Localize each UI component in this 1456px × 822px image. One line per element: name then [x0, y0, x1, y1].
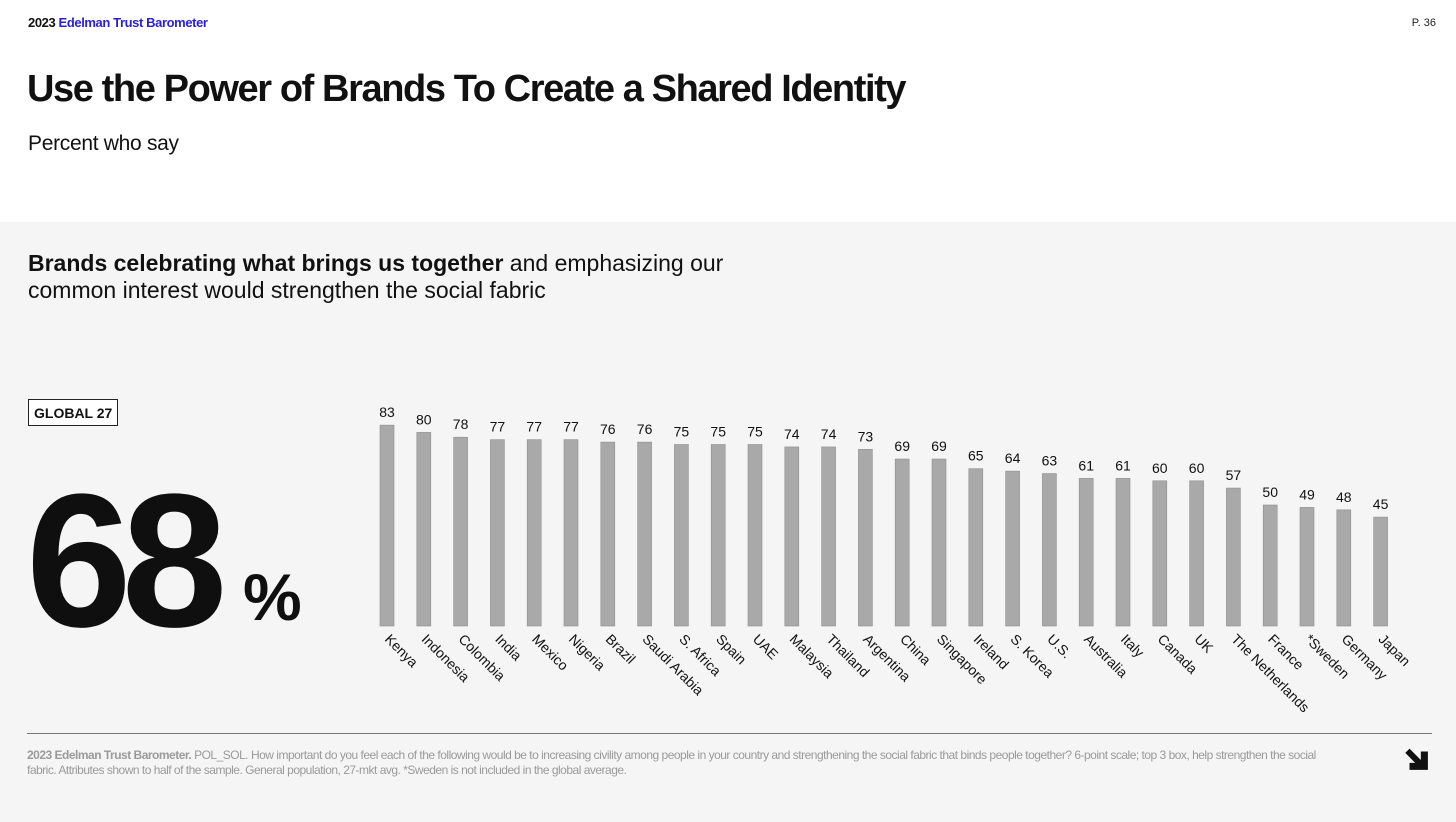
bar-argentina	[858, 449, 873, 627]
bar-value-label: 77	[563, 419, 579, 435]
page-number: P. 36	[1411, 17, 1436, 29]
chart-headline: Brands celebrating what brings us togeth…	[28, 250, 748, 304]
global-value: 68	[26, 455, 227, 667]
footnote-source: 2023 Edelman Trust Barometer.	[27, 748, 192, 762]
page-title: Use the Power of Brands To Create a Shar…	[27, 68, 907, 110]
bar-value-label: 75	[674, 424, 690, 440]
footnote-text: POL_SOL. How important do you feel each …	[27, 748, 1316, 777]
footer-divider	[27, 733, 1432, 734]
bar-ireland	[968, 468, 984, 627]
bar-s-korea	[1005, 470, 1020, 627]
page-subtitle: Percent who say	[28, 132, 179, 155]
bar-value-label: 57	[1226, 467, 1242, 483]
x-tick-label: Italy	[1118, 631, 1147, 660]
x-tick-label: India	[492, 631, 525, 664]
bar-value-label: 80	[416, 411, 432, 427]
bar-japan	[1373, 516, 1388, 627]
bar-china	[894, 458, 910, 627]
bar-value-label: 73	[858, 428, 874, 444]
bar-thailand	[821, 446, 836, 627]
content-panel	[0, 222, 1456, 822]
bar-value-label: 65	[968, 448, 984, 464]
bar-value-label: 60	[1152, 460, 1168, 476]
bar-germany	[1336, 509, 1352, 627]
bar-colombia	[453, 436, 468, 627]
bar-malaysia	[784, 446, 800, 627]
bar-uk	[1189, 480, 1204, 627]
bar-italy	[1115, 478, 1131, 627]
bar-value-label: 77	[490, 419, 506, 435]
bar-value-label: 69	[931, 438, 947, 454]
bar-india	[490, 439, 505, 627]
x-tick-label: Nigeria	[566, 631, 609, 674]
brand-name: Edelman Trust Barometer	[58, 15, 208, 30]
x-tick-label: Mexico	[529, 631, 572, 674]
bar-value-label: 63	[1042, 453, 1058, 469]
bar-the-netherlands	[1226, 487, 1241, 627]
bar-spain	[710, 444, 726, 627]
bar-u-s	[1042, 473, 1057, 627]
bar-sweden	[1299, 507, 1315, 627]
bar-value-label: 74	[784, 426, 800, 442]
bar-australia	[1078, 478, 1094, 627]
bar-value-label: 50	[1262, 484, 1278, 500]
headline-bold: Brands celebrating what brings us togeth…	[28, 250, 504, 276]
bar-mexico	[526, 439, 542, 627]
bar-value-label: 64	[1005, 450, 1021, 466]
bar-brazil	[600, 441, 616, 627]
arrow-down-right-icon[interactable]	[1404, 744, 1434, 776]
footnote: 2023 Edelman Trust Barometer. POL_SOL. H…	[27, 748, 1327, 778]
bar-indonesia	[416, 432, 432, 627]
bar-value-label: 69	[894, 438, 910, 454]
bar-value-label: 49	[1299, 486, 1315, 502]
bar-value-label: 78	[453, 416, 469, 432]
x-tick-label: UAE	[750, 631, 782, 663]
bar-value-label: 76	[637, 421, 653, 437]
bar-value-label: 76	[600, 421, 616, 437]
bar-saudi-arabia	[637, 441, 652, 627]
report-year: 2023	[28, 15, 56, 30]
global-percent-sign: %	[243, 560, 302, 634]
x-tick-label: U.S.	[1044, 631, 1075, 662]
x-tick-label: Kenya	[382, 631, 422, 671]
bar-value-label: 45	[1373, 496, 1389, 512]
headline-rest: and emphasizing our common interest woul…	[28, 250, 724, 303]
bar-nigeria	[563, 439, 579, 627]
bar-uae	[747, 444, 763, 627]
bar-value-label: 60	[1189, 460, 1205, 476]
bar-value-label: 61	[1078, 457, 1094, 473]
bar-value-label: 83	[379, 404, 395, 420]
bar-canada	[1152, 480, 1168, 627]
bar-value-label: 61	[1115, 457, 1131, 473]
bar-value-label: 48	[1336, 489, 1352, 505]
bar-value-label: 77	[526, 419, 542, 435]
global-label: GLOBAL 27	[28, 399, 119, 426]
x-tick-label: UK	[1191, 631, 1217, 657]
bar-kenya	[379, 424, 395, 627]
bar-singapore	[931, 458, 947, 627]
report-brand: 2023 Edelman Trust Barometer	[28, 15, 208, 30]
bar-value-label: 75	[747, 424, 763, 440]
bar-france	[1262, 504, 1278, 627]
bar-value-label: 74	[821, 426, 837, 442]
bar-s-africa	[674, 444, 689, 627]
bar-value-label: 75	[710, 424, 726, 440]
x-tick-label: Canada	[1155, 631, 1201, 677]
